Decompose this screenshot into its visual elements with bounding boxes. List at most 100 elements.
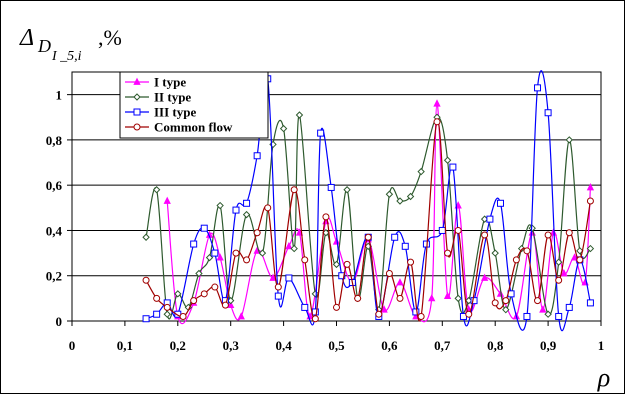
data-point-iii-type xyxy=(142,315,150,323)
data-point-ii-type xyxy=(163,310,171,318)
data-point-ii-type xyxy=(406,192,415,201)
data-point-i-type xyxy=(237,312,245,320)
data-point-i-type xyxy=(428,293,436,302)
data-point-i-type xyxy=(570,253,579,261)
data-point-common-flow xyxy=(232,249,240,257)
x-tick-label: 0,3 xyxy=(223,338,240,353)
legend-label-iii-type: III type xyxy=(154,105,196,120)
data-point-common-flow xyxy=(322,213,330,221)
y-axis-title-subsub: I _5,i xyxy=(51,49,82,64)
data-point-common-flow xyxy=(163,303,171,311)
data-point-ii-type xyxy=(343,186,351,194)
data-point-common-flow xyxy=(179,312,187,320)
data-point-i-type xyxy=(285,241,293,250)
data-point-ii-type xyxy=(258,249,267,257)
data-point-iii-type xyxy=(190,240,198,248)
y-axis-title-suffix: ,% xyxy=(98,25,122,50)
data-point-common-flow xyxy=(290,186,298,194)
data-point-i-type xyxy=(443,291,452,300)
data-point-iii-type xyxy=(523,312,531,320)
x-tick-label: 0,6 xyxy=(381,338,398,353)
data-point-i-type xyxy=(480,273,489,281)
data-point-common-flow xyxy=(534,297,542,305)
data-point-common-flow xyxy=(264,204,272,212)
data-point-iii-type xyxy=(211,249,219,257)
data-point-iii-type xyxy=(253,152,261,160)
data-point-i-type xyxy=(549,228,558,236)
data-point-ii-type xyxy=(565,136,573,144)
x-tick-label: 0,1 xyxy=(117,338,133,353)
data-point-iii-type xyxy=(449,163,457,171)
legend-label-ii-type: II type xyxy=(154,90,191,105)
legend-marker-ii-type xyxy=(133,93,141,101)
data-point-iii-type xyxy=(200,224,208,232)
legend-label-common-flow: Common flow xyxy=(154,120,233,135)
data-point-iii-type xyxy=(586,299,594,307)
data-point-common-flow xyxy=(502,297,510,305)
data-point-iii-type xyxy=(391,233,399,241)
data-point-i-type xyxy=(586,183,595,191)
data-point-iii-type xyxy=(274,292,282,300)
data-point-i-type xyxy=(560,269,568,277)
x-tick-label: 0,2 xyxy=(170,338,186,353)
data-point-common-flow xyxy=(354,294,362,302)
series-layer xyxy=(142,70,595,332)
x-tick-label: 0,8 xyxy=(487,338,504,353)
data-point-common-flow xyxy=(555,276,563,284)
data-point-ii-type xyxy=(295,111,304,119)
data-point-iii-type xyxy=(534,84,542,92)
legend-marker-iii-type xyxy=(133,108,141,116)
data-point-common-flow xyxy=(586,197,594,205)
data-point-ii-type xyxy=(279,124,288,133)
data-point-ii-type xyxy=(142,233,150,241)
data-point-iii-type xyxy=(232,206,240,214)
data-point-iii-type xyxy=(412,308,420,316)
series-line-i-type xyxy=(166,103,591,325)
y-tick-label: 0,2 xyxy=(46,269,62,284)
data-point-ii-type xyxy=(443,156,452,164)
data-point-common-flow xyxy=(190,297,198,305)
data-point-ii-type xyxy=(502,305,510,314)
data-point-iii-type xyxy=(438,226,446,234)
data-point-common-flow xyxy=(301,256,309,264)
data-point-i-type xyxy=(380,305,388,313)
y-axis-title-sub: D xyxy=(37,36,51,56)
data-point-ii-type xyxy=(290,244,298,253)
data-point-ii-type xyxy=(152,186,161,194)
data-point-ii-type xyxy=(544,310,552,318)
data-point-common-flow xyxy=(444,249,452,257)
data-point-ii-type xyxy=(454,294,462,303)
y-tick-label: 0,4 xyxy=(46,223,63,238)
data-point-i-type xyxy=(433,99,441,107)
data-point-ii-type xyxy=(332,260,341,269)
data-point-ii-type xyxy=(417,167,425,176)
y-tick-label: 1 xyxy=(56,88,63,103)
data-point-i-type xyxy=(269,273,277,281)
y-tick-label: 0,6 xyxy=(46,178,63,193)
data-point-common-flow xyxy=(454,226,462,234)
data-point-ii-type xyxy=(528,224,536,232)
data-point-common-flow xyxy=(396,294,404,302)
data-point-ii-type xyxy=(576,247,584,255)
data-point-iii-type xyxy=(486,215,494,223)
data-point-iii-type xyxy=(317,129,325,137)
legend-marker-common-flow xyxy=(133,123,141,131)
data-point-common-flow xyxy=(274,283,282,291)
x-tick-label: 0,7 xyxy=(434,338,451,353)
x-axis-title: ρ xyxy=(597,363,610,392)
data-point-common-flow xyxy=(343,260,351,268)
x-tick-label: 0,9 xyxy=(540,338,557,353)
data-point-i-type xyxy=(539,305,547,313)
data-point-common-flow xyxy=(576,256,584,264)
data-point-common-flow xyxy=(407,258,415,266)
data-point-common-flow xyxy=(211,283,219,291)
data-point-ii-type xyxy=(396,197,404,205)
y-axis-title: Δ D I _5,i ,% xyxy=(19,25,122,64)
y-tick-label: 0 xyxy=(56,314,63,329)
data-point-common-flow xyxy=(253,229,261,237)
data-point-common-flow xyxy=(364,233,372,241)
data-point-common-flow xyxy=(153,294,161,302)
data-point-i-type xyxy=(396,278,404,286)
x-tick-label: 0 xyxy=(69,338,76,353)
data-point-ii-type xyxy=(174,290,182,298)
